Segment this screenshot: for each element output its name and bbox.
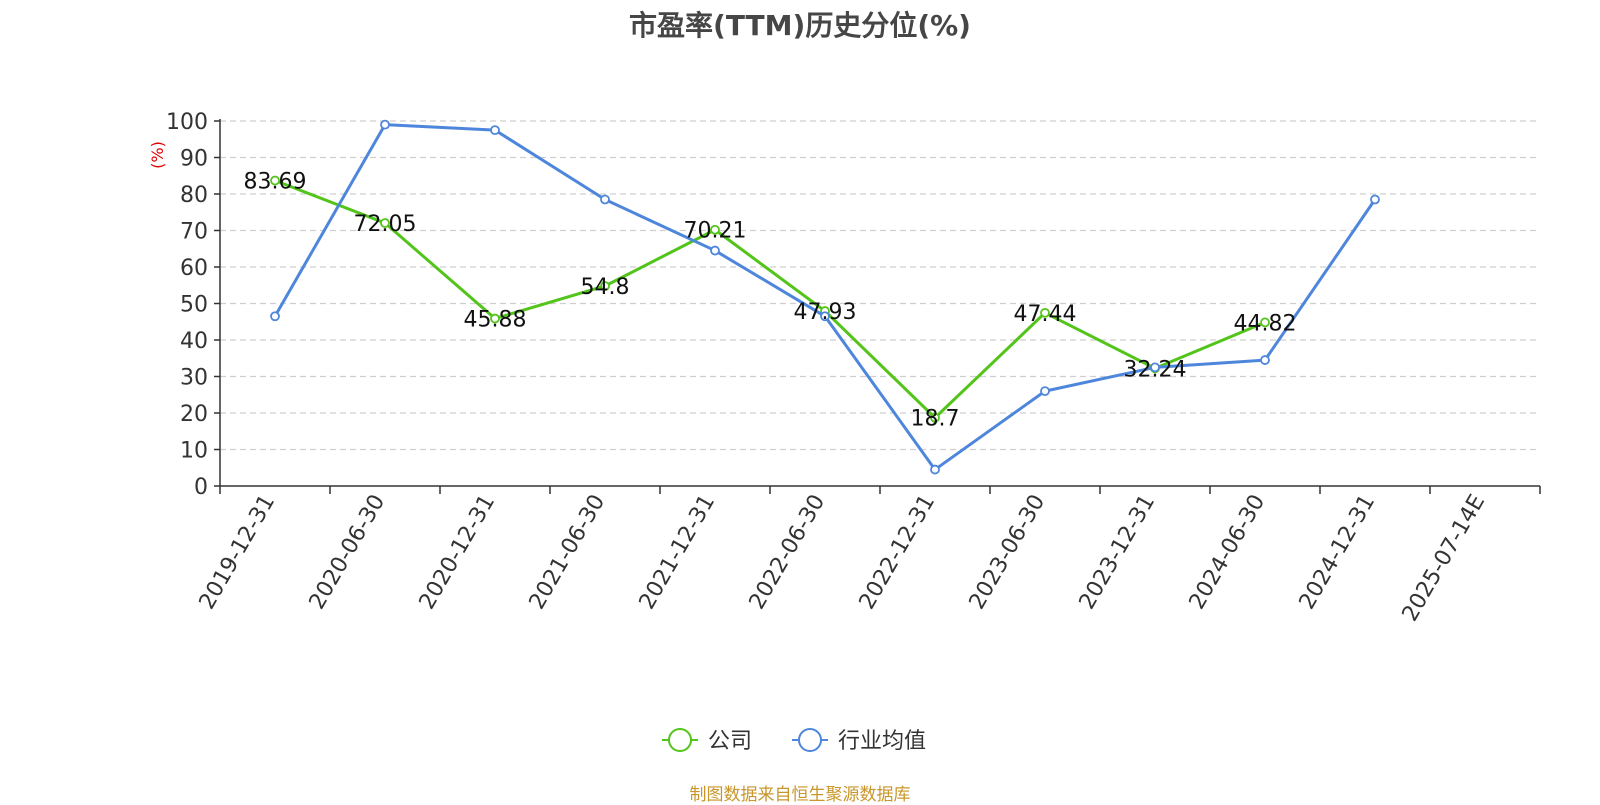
x-tick-label: 2023-12-31 [1075, 491, 1161, 614]
y-tick-label: 30 [180, 366, 208, 391]
data-point [1040, 307, 1050, 318]
data-point [930, 464, 940, 475]
x-tick-label: 2020-12-31 [415, 491, 501, 614]
data-point [820, 311, 830, 322]
y-tick-label: 50 [180, 293, 208, 318]
grid-lines [220, 120, 1540, 451]
y-tick-label: 60 [180, 256, 208, 281]
x-tick-label: 2024-06-30 [1185, 491, 1271, 614]
chart-title: 市盈率(TTM)历史分位(%) [629, 9, 971, 42]
series-line-1 [273, 123, 1377, 472]
data-label: 45.88 [464, 308, 527, 333]
y-tick-label: 20 [180, 402, 208, 427]
legend-label-1: 行业均值 [838, 729, 926, 754]
data-label: 70.21 [684, 219, 747, 244]
x-tick-label: 2019-12-31 [195, 491, 281, 614]
data-point [380, 119, 390, 130]
data-label: 47.93 [794, 300, 857, 325]
axes: 0 10 20 30 40 50 60 70 80 90 100 (%) 2019-12-31 2020-… [148, 110, 1541, 626]
legend-label-0: 公司 [708, 729, 752, 754]
y-axis-label: (%) [148, 141, 167, 169]
data-label: 44.82 [1234, 311, 1297, 336]
data-point [490, 125, 500, 136]
series-lines [270, 119, 1380, 475]
legend-marker-0 [668, 728, 692, 752]
data-point [270, 175, 280, 186]
y-tick-label: 90 [180, 147, 208, 172]
data-point [1150, 362, 1160, 373]
data-point [1370, 194, 1380, 205]
x-tick-label: 2023-06-30 [965, 491, 1051, 614]
x-tick-label: 2020-06-30 [305, 491, 391, 614]
y-tick-label: 0 [194, 475, 208, 500]
data-point [710, 245, 720, 256]
data-point [710, 224, 720, 235]
data-label: 83.69 [244, 170, 307, 195]
data-point [600, 194, 610, 205]
data-label: 47.44 [1014, 302, 1077, 327]
data-point [1260, 355, 1270, 365]
y-tick-label: 70 [180, 220, 208, 245]
data-labels: 83.69 72.05 45.88 54.8 70.21 47.93 18.7 47.44 32… [244, 170, 1297, 432]
data-point [600, 281, 610, 291]
data-label: 32.24 [1124, 357, 1187, 382]
data-point [1040, 386, 1050, 397]
y-tick-label: 100 [166, 110, 208, 135]
data-point [380, 218, 390, 228]
x-tick-label: 2025-07-14E [1398, 491, 1491, 626]
x-tick-label: 2022-06-30 [745, 491, 831, 614]
series-line-0 [274, 179, 1266, 420]
data-source-note: 制图数据来自恒生聚源数据库 [689, 785, 911, 805]
x-tick-label: 2021-06-30 [525, 491, 611, 614]
data-point [930, 412, 940, 423]
x-tick-label: 2021-12-31 [635, 491, 721, 614]
legend-marker-1 [798, 728, 822, 752]
data-label: 72.05 [354, 212, 417, 237]
data-label: 54.8 [581, 275, 630, 300]
y-tick-label: 10 [180, 439, 208, 464]
data-point [490, 313, 500, 324]
x-tick-label: 2022-12-31 [855, 491, 941, 614]
data-point [270, 311, 280, 322]
y-tick-label: 80 [180, 183, 208, 208]
data-point [1260, 317, 1270, 328]
x-tick-label: 2024-12-31 [1295, 491, 1381, 614]
y-tick-label: 40 [180, 329, 208, 354]
legend: 公司 行业均值 [662, 728, 926, 754]
data-label: 18.7 [911, 407, 960, 432]
